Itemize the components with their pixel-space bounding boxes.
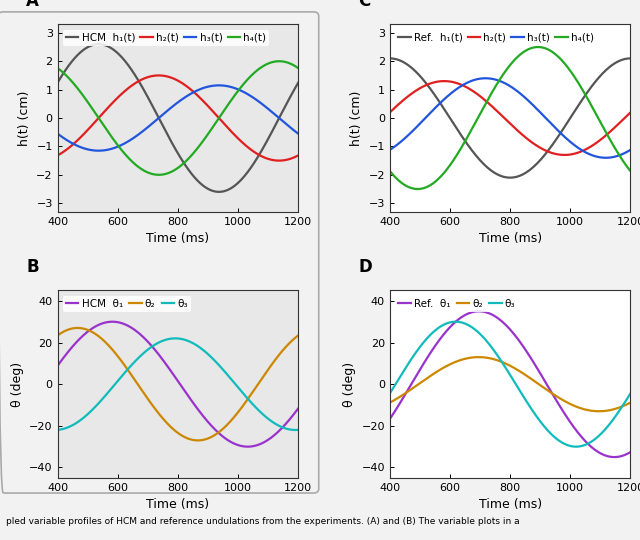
Legend: HCM  θ₁, θ₂, θ₃: HCM θ₁, θ₂, θ₃ xyxy=(63,296,191,312)
Text: B: B xyxy=(26,258,39,276)
Legend: Ref.  h₁(t), h₂(t), h₃(t), h₄(t): Ref. h₁(t), h₂(t), h₃(t), h₄(t) xyxy=(395,30,597,46)
Text: pled variable profiles of HCM and reference undulations from the experiments. (A: pled variable profiles of HCM and refere… xyxy=(6,517,520,526)
Legend: Ref.  θ₁, θ₂, θ₃: Ref. θ₁, θ₂, θ₃ xyxy=(395,296,518,312)
X-axis label: Time (ms): Time (ms) xyxy=(147,498,209,511)
Y-axis label: h(t) (cm): h(t) (cm) xyxy=(350,90,363,146)
X-axis label: Time (ms): Time (ms) xyxy=(479,498,541,511)
Text: A: A xyxy=(26,0,39,10)
X-axis label: Time (ms): Time (ms) xyxy=(147,232,209,245)
Y-axis label: θ (deg): θ (deg) xyxy=(11,362,24,407)
Text: C: C xyxy=(358,0,371,10)
X-axis label: Time (ms): Time (ms) xyxy=(479,232,541,245)
Legend: HCM  h₁(t), h₂(t), h₃(t), h₄(t): HCM h₁(t), h₂(t), h₃(t), h₄(t) xyxy=(63,30,269,46)
Text: D: D xyxy=(358,258,372,276)
Y-axis label: h(t) (cm): h(t) (cm) xyxy=(18,90,31,146)
Y-axis label: θ (deg): θ (deg) xyxy=(343,362,356,407)
